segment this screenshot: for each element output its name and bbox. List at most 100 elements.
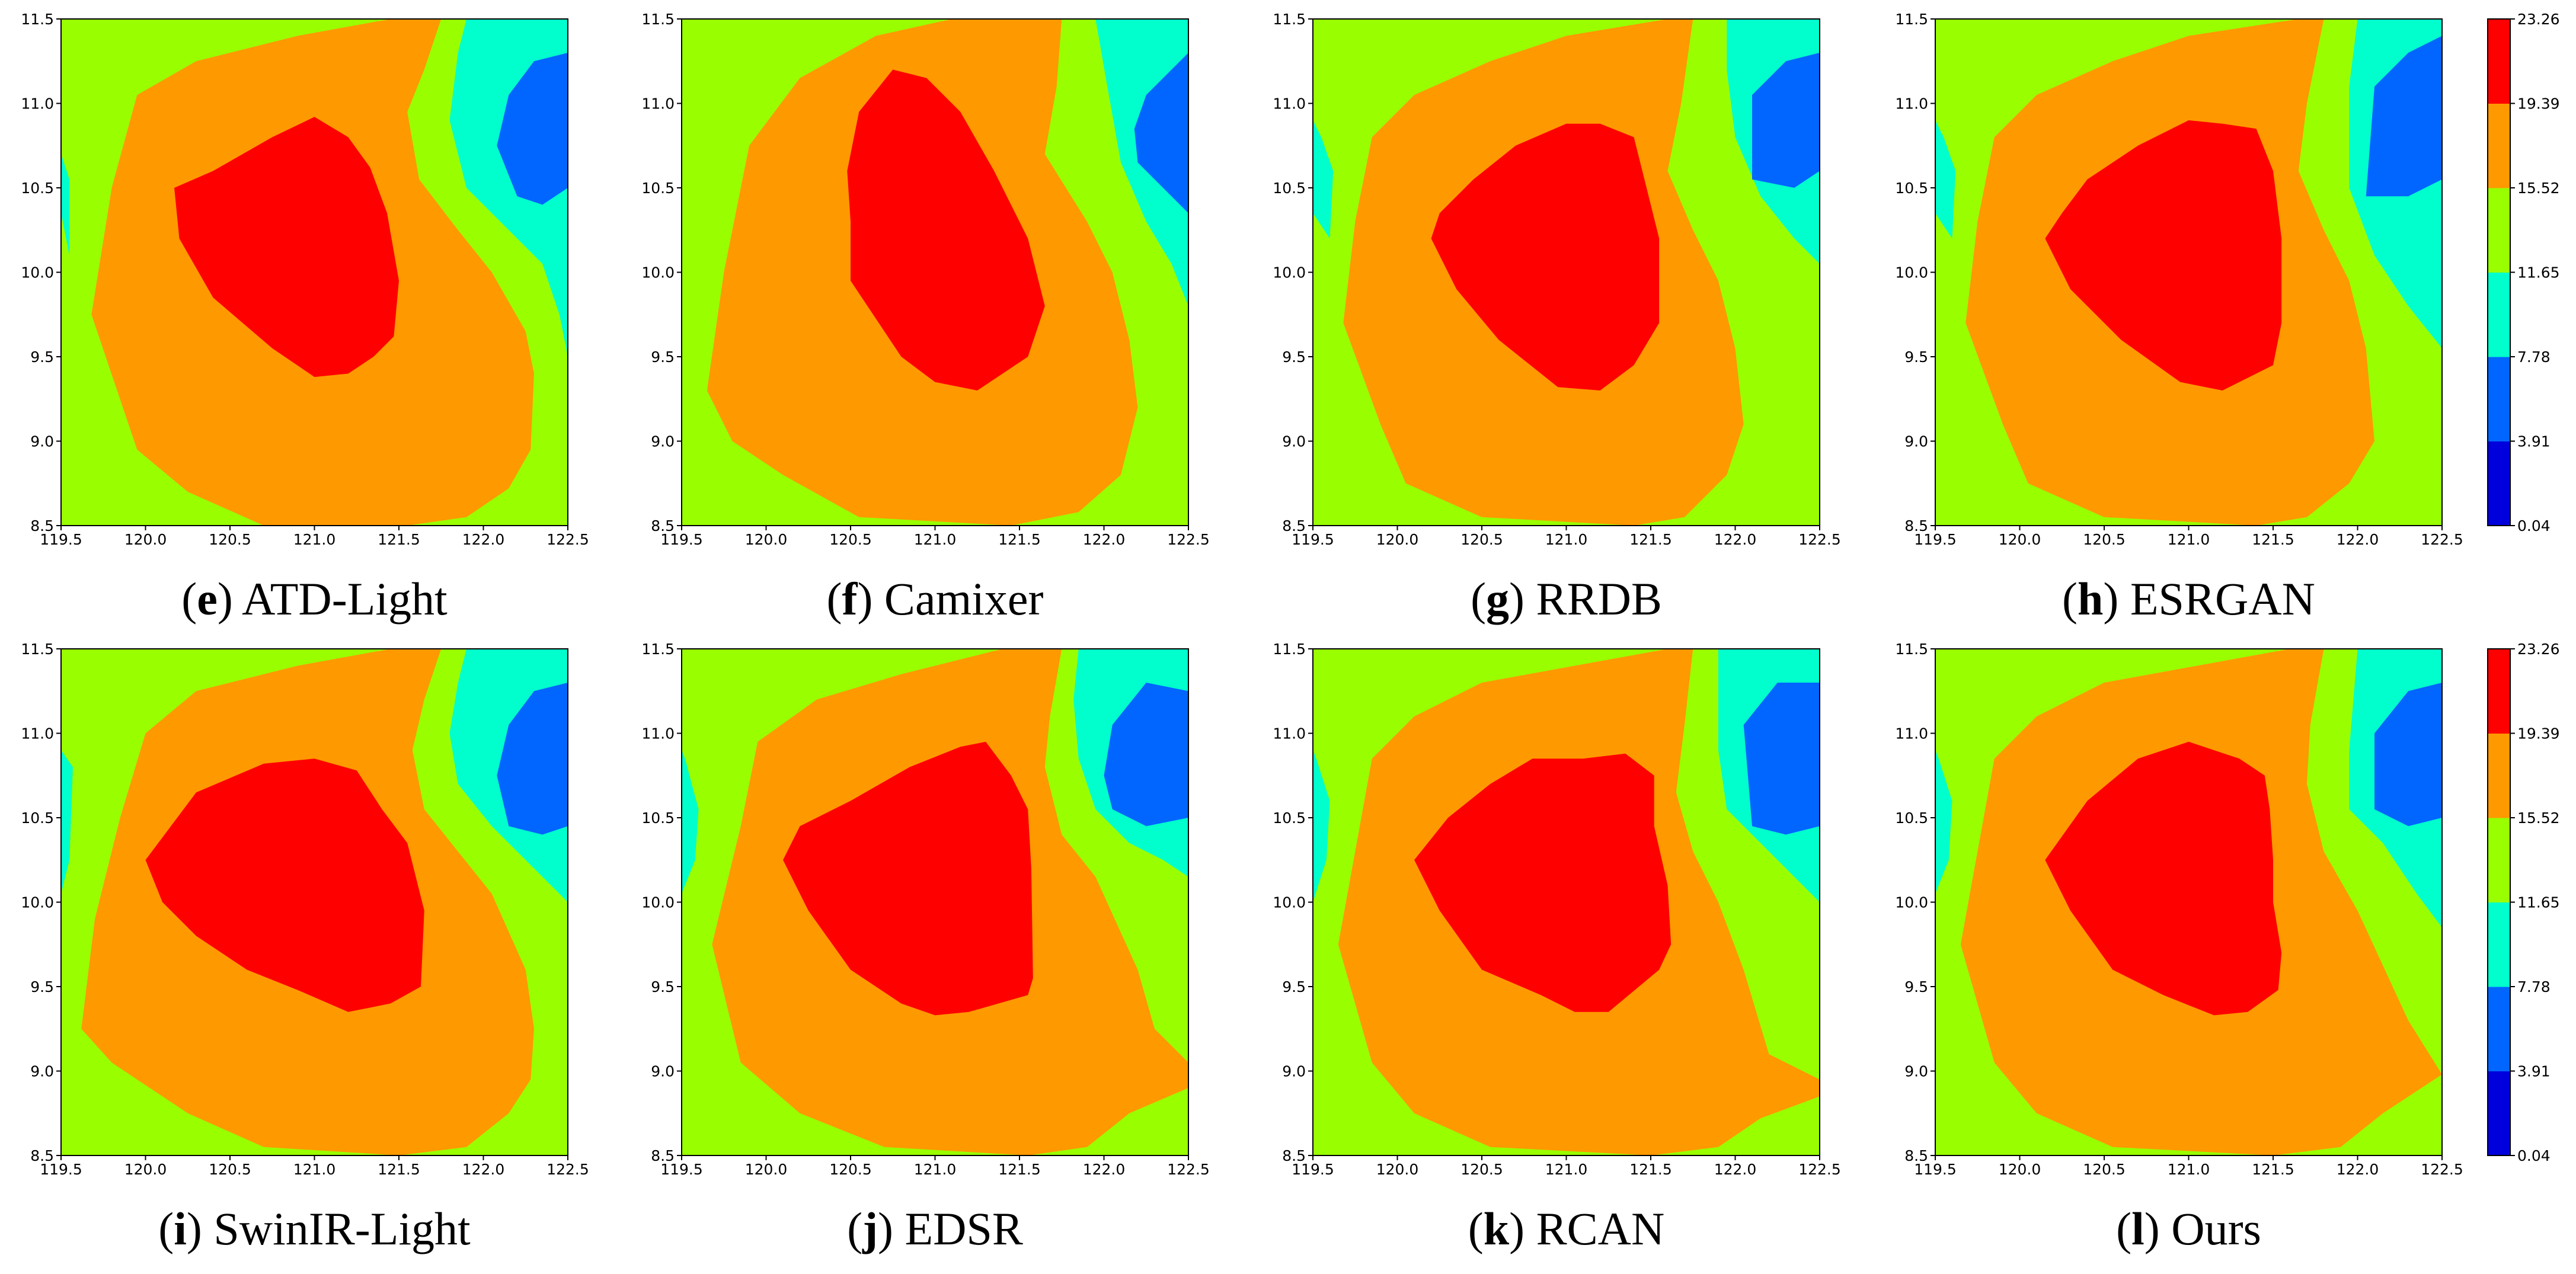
- colorbar-tick-label: 11.65: [2517, 894, 2560, 911]
- x-tick-label: 122.0: [1714, 1161, 1757, 1178]
- panel-method-name: Ours: [2171, 1203, 2261, 1254]
- contour-panel-i: 119.5 120.0 120.5 121.0 121.5 122.0 122.5 11.5 1…: [21, 641, 589, 1178]
- colorbar-segment: [2488, 441, 2510, 526]
- x-tick-label: 119.5: [660, 531, 703, 548]
- y-tick-label: 9.5: [30, 348, 54, 366]
- y-tick-label: 10.5: [1895, 809, 1928, 827]
- x-tick-label: 122.0: [462, 531, 505, 548]
- band-blue-f: [1134, 53, 1188, 213]
- colorbar-segment: [2488, 188, 2510, 273]
- colorbar-segment: [2488, 649, 2510, 734]
- contour-panel-h: 119.5 120.0 120.5 121.0 121.5 122.0 122.5 11.5 1…: [1895, 11, 2463, 548]
- panel-caption-i: (i) SwinIR-Light: [158, 1203, 471, 1254]
- y-tick-label: 9.0: [1282, 433, 1306, 450]
- y-tick-label: 11.0: [1273, 95, 1306, 113]
- y-tick-label: 10.5: [641, 809, 675, 827]
- panel-letter: f: [842, 573, 858, 625]
- x-tick-label: 122.0: [1083, 1161, 1126, 1178]
- x-tick-label: 121.0: [2168, 531, 2210, 548]
- y-tick-label: 10.5: [1273, 180, 1306, 197]
- x-tick-label: 122.5: [1167, 1161, 1210, 1178]
- band-cyan-left-i: [61, 750, 73, 894]
- x-tick-label: 121.0: [1545, 1161, 1588, 1178]
- y-tick-label: 10.0: [1273, 894, 1306, 911]
- colorbar-segment: [2488, 1071, 2510, 1156]
- band-red-f: [847, 69, 1045, 390]
- y-tick-label: 11.5: [641, 641, 675, 658]
- x-tick-label: 121.5: [378, 531, 420, 548]
- y-tick-label: 10.0: [641, 264, 675, 281]
- panel-method-name: SwinIR-Light: [213, 1203, 471, 1254]
- y-tick-label: 9.5: [1904, 978, 1928, 995]
- panel-caption-j: (j) EDSR: [847, 1203, 1023, 1254]
- x-tick-label: 122.0: [462, 1161, 505, 1178]
- x-tick-label: 122.5: [1167, 531, 1210, 548]
- contour-panel-e: 119.5 120.0 120.5 121.0 121.5 122.0 122.5 11.5 1…: [21, 11, 589, 548]
- y-tick-label: 10.0: [21, 894, 54, 911]
- band-cyan-left-g: [1313, 120, 1334, 239]
- x-tick-label: 121.5: [2252, 531, 2294, 548]
- colorbar-segment: [2488, 987, 2510, 1071]
- panel-letter: h: [2078, 573, 2104, 625]
- x-tick-label: 119.5: [40, 1161, 82, 1178]
- x-tick-label: 119.5: [1914, 1161, 1957, 1178]
- x-tick-label: 120.0: [124, 1161, 167, 1178]
- band-blue-i: [497, 683, 568, 835]
- panel-letter: e: [197, 573, 218, 625]
- colorbar-segment: [2488, 272, 2510, 357]
- y-tick-label: 9.0: [651, 1063, 675, 1080]
- y-tick-label: 11.0: [1273, 725, 1306, 742]
- colorbar-tick-label: 23.26: [2517, 11, 2560, 28]
- colorbar-segment: [2488, 902, 2510, 987]
- x-tick-label: 120.0: [1376, 531, 1419, 548]
- x-tick-label: 121.5: [1629, 1161, 1672, 1178]
- x-tick-label: 121.0: [1545, 531, 1588, 548]
- colorbar-tick-label: 0.04: [2517, 517, 2551, 534]
- y-tick-label: 9.0: [30, 433, 54, 450]
- x-tick-label: 120.5: [829, 531, 872, 548]
- panel-letter: l: [2131, 1203, 2144, 1254]
- colorbar-segment: [2488, 103, 2510, 188]
- y-tick-label: 8.5: [1282, 1147, 1306, 1164]
- y-tick-label: 11.0: [641, 95, 675, 113]
- band-red-g: [1431, 123, 1660, 390]
- x-tick-label: 121.5: [998, 531, 1041, 548]
- colorbar-tick-label: 7.78: [2517, 978, 2551, 995]
- y-tick-label: 10.5: [1273, 809, 1306, 827]
- colorbar-tick-label: 7.78: [2517, 348, 2551, 366]
- y-tick-label: 11.5: [1273, 11, 1306, 28]
- colorbar-tick-label: 0.04: [2517, 1147, 2551, 1164]
- x-tick-label: 121.0: [2168, 1161, 2210, 1178]
- y-tick-label: 9.5: [651, 348, 675, 366]
- y-tick-label: 9.0: [1904, 433, 1928, 450]
- y-tick-label: 11.0: [21, 725, 54, 742]
- x-tick-label: 122.5: [546, 531, 589, 548]
- x-tick-label: 121.5: [998, 1161, 1041, 1178]
- y-tick-label: 10.0: [1273, 264, 1306, 281]
- panel-method-name: RCAN: [1536, 1203, 1665, 1254]
- panel-letter: j: [862, 1203, 878, 1254]
- band-blue-k: [1743, 683, 1820, 835]
- y-tick-label: 10.5: [21, 809, 54, 827]
- x-tick-label: 122.5: [1798, 1161, 1841, 1178]
- band-cyan-left-j: [682, 750, 699, 894]
- colorbar-segment: [2488, 818, 2510, 902]
- band-blue-e: [497, 53, 568, 205]
- y-tick-label: 11.0: [1895, 725, 1928, 742]
- y-tick-label: 8.5: [1904, 1147, 1928, 1164]
- y-tick-label: 11.5: [641, 11, 675, 28]
- x-tick-label: 119.5: [40, 531, 82, 548]
- colorbar-tick-label: 19.39: [2517, 725, 2560, 742]
- band-cyan-left-k: [1313, 750, 1330, 902]
- y-tick-label: 10.0: [1895, 264, 1928, 281]
- y-tick-label: 10.5: [21, 180, 54, 197]
- x-tick-label: 122.5: [2421, 531, 2463, 548]
- colorbar-tick-label: 15.52: [2517, 809, 2560, 827]
- y-tick-label: 10.0: [1895, 894, 1928, 911]
- panel-method-name: Camixer: [884, 573, 1044, 625]
- x-tick-label: 119.5: [660, 1161, 703, 1178]
- y-tick-label: 11.5: [1895, 641, 1928, 658]
- x-tick-label: 119.5: [1292, 1161, 1334, 1178]
- colorbar-segment: [2488, 733, 2510, 818]
- panel-letter: g: [1486, 573, 1510, 625]
